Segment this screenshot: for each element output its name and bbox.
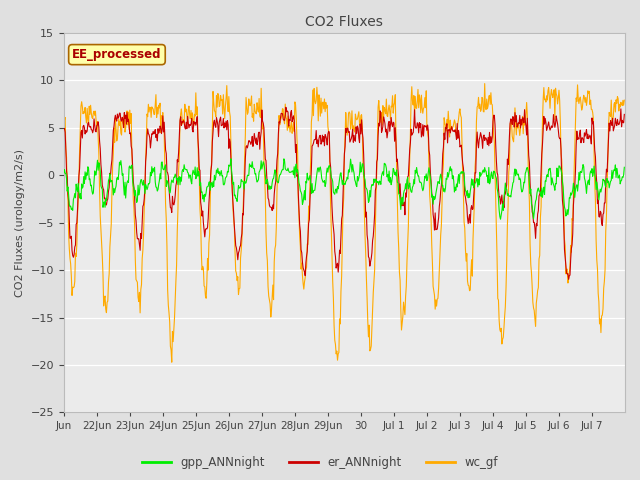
Legend: gpp_ANNnight, er_ANNnight, wc_gf: gpp_ANNnight, er_ANNnight, wc_gf bbox=[137, 452, 503, 474]
Text: EE_processed: EE_processed bbox=[72, 48, 162, 61]
Y-axis label: CO2 Fluxes (urology/m2/s): CO2 Fluxes (urology/m2/s) bbox=[15, 149, 25, 297]
Title: CO2 Fluxes: CO2 Fluxes bbox=[305, 15, 383, 29]
